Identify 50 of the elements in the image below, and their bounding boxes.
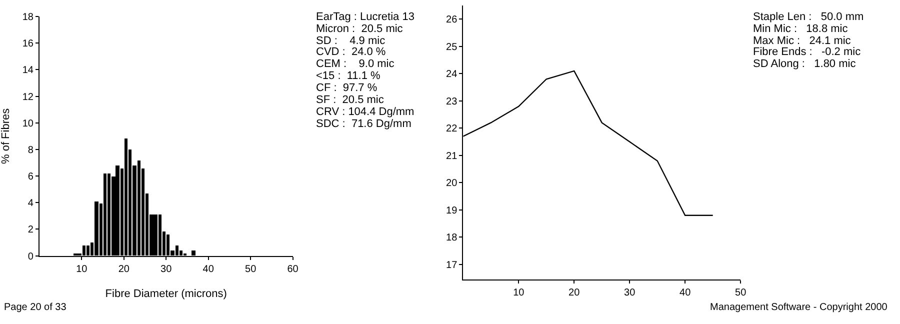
- text: CEM : 9.0 mic: [316, 58, 395, 70]
- y-axis-title: % of Fibres: [0, 108, 12, 164]
- text: Max Mic : 24.1 mic: [753, 35, 852, 47]
- text: CVD : 24.0 %: [316, 46, 386, 58]
- text: Min Mic : 18.8 mic: [753, 23, 848, 35]
- y-tick-label: 18: [446, 232, 458, 244]
- y-tick-label: 2: [28, 224, 34, 236]
- y-tick-label: 23: [446, 96, 458, 108]
- text: Staple Len : 50.0 mm: [753, 11, 864, 23]
- text: Micron : 20.5 mic: [316, 23, 404, 35]
- y-tick-label: 18: [22, 12, 34, 24]
- x-tick-label: 40: [680, 287, 692, 298]
- y-tick-label: 21: [446, 150, 458, 162]
- x-tick-label: 30: [624, 287, 636, 298]
- y-tick-label: 19: [446, 205, 458, 216]
- text: Page 20 of 33: [4, 302, 67, 313]
- y-tick-label: 10: [22, 118, 34, 130]
- text: Fibre Ends : -0.2 mic: [753, 46, 862, 58]
- y-tick-label: 8: [28, 144, 34, 156]
- text: Management Software - Copyright 2000: [710, 302, 888, 313]
- x-tick-label: 20: [118, 264, 130, 275]
- x-tick-label: 10: [513, 287, 525, 298]
- text: SDC : 71.6 Dg/mm: [316, 118, 412, 130]
- text: SF : 20.5 mic: [316, 94, 384, 106]
- y-tick-label: 24: [446, 69, 458, 80]
- text: CRV : 104.4 Dg/mm: [316, 106, 414, 118]
- y-tick-label: 12: [22, 92, 34, 103]
- x-tick-label: 20: [568, 287, 580, 298]
- x-tick-label: 40: [202, 264, 214, 275]
- y-tick-label: 16: [22, 38, 34, 50]
- x-tick-label: 60: [287, 264, 299, 275]
- x-axis-title: Fibre Diameter (microns): [105, 288, 227, 300]
- y-tick-label: 20: [446, 178, 458, 190]
- y-tick-label: 6: [28, 172, 34, 183]
- y-tick-label: 0: [28, 251, 34, 262]
- x-tick-label: 50: [735, 287, 747, 298]
- y-tick-label: 14: [22, 65, 34, 76]
- text: SD Along : 1.80 mic: [753, 58, 856, 70]
- text: EarTag : Lucretia 13: [316, 11, 414, 23]
- y-tick-label: 17: [446, 260, 458, 271]
- y-tick-label: 25: [446, 42, 458, 53]
- y-tick-label: 22: [446, 124, 458, 135]
- text: SD : 4.9 mic: [316, 35, 386, 47]
- x-tick-label: 10: [76, 264, 88, 275]
- text: <15 : 11.1 %: [316, 70, 381, 82]
- x-tick-label: 30: [160, 264, 172, 275]
- y-tick-label: 4: [28, 198, 34, 210]
- x-tick-label: 50: [245, 264, 257, 275]
- text: CF : 97.7 %: [316, 82, 378, 94]
- y-tick-label: 26: [446, 14, 458, 26]
